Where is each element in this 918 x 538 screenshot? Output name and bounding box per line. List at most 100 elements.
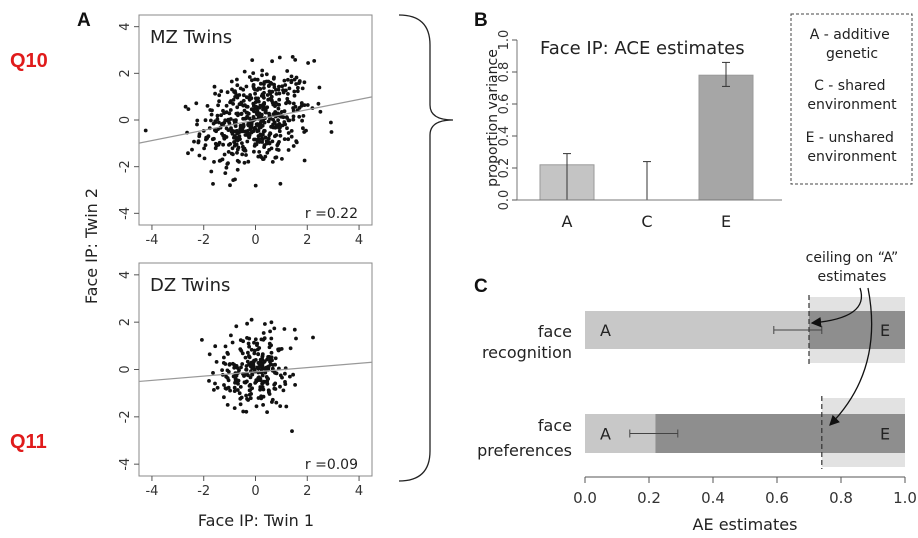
scatter-point (229, 126, 233, 131)
y-tick-label: 0.0 (497, 190, 512, 211)
scatter-point (195, 118, 200, 123)
scatter-point (256, 376, 261, 380)
scatter-point (231, 102, 236, 106)
scatter-point (278, 373, 283, 378)
scatter-point (212, 84, 217, 89)
scatter-point (226, 385, 231, 390)
x-category-label: C (641, 212, 652, 231)
scatter-point (248, 93, 253, 97)
scatter-point (235, 365, 240, 370)
scatter-point (258, 357, 263, 362)
scatter-point (240, 152, 245, 157)
scatter-point (261, 102, 266, 107)
legend-box (790, 13, 913, 185)
scatter-point (247, 354, 251, 358)
scatter-point (194, 101, 199, 106)
scatter-point (251, 115, 256, 119)
scatter-point (213, 120, 218, 125)
scatter-point (245, 321, 250, 326)
scatter-point (232, 365, 237, 370)
scatter-point (265, 410, 269, 414)
scatter-point (232, 385, 237, 390)
scatter-point (276, 118, 280, 123)
scatter-point (282, 137, 287, 142)
y-tick-label: 2 (118, 69, 133, 77)
scatter-point (261, 331, 266, 335)
scatter-point (218, 158, 223, 163)
scatter-point (253, 337, 258, 342)
scatter-point (270, 59, 274, 64)
scatter-point (247, 388, 252, 393)
scatter-point (301, 114, 306, 118)
x-tick-label: 4 (355, 484, 363, 499)
scatter-point (273, 110, 277, 114)
scatter-point (277, 97, 282, 102)
scatter-point (277, 55, 282, 60)
scatter-point (232, 389, 237, 393)
scatter-point (219, 113, 224, 118)
scatter-point (210, 108, 214, 113)
scatter-point (278, 181, 283, 186)
scatter-point (260, 140, 264, 144)
scatter-point (260, 355, 265, 359)
scatter-point (250, 372, 255, 377)
scatter-point (316, 101, 321, 106)
x-tick-label: 0.0 (573, 489, 597, 507)
segment-e-label: E (880, 321, 890, 340)
scatter-point (230, 146, 235, 151)
scatter-point (293, 104, 298, 109)
scatter-point (276, 148, 281, 152)
scatter-point (248, 382, 253, 387)
scatter-point (271, 363, 275, 367)
y-tick-label: 1.0 (497, 30, 512, 51)
scatter-point (258, 387, 262, 392)
mz-points (143, 55, 334, 188)
scatter-point (285, 126, 289, 131)
scatter-point (286, 137, 291, 142)
row-label: preferences (477, 441, 572, 460)
scatter-point (277, 84, 281, 89)
y-tick-label: 0.2 (497, 158, 512, 179)
scatter-point (269, 350, 274, 355)
scatter-point (256, 96, 260, 101)
scatter-point (267, 341, 272, 346)
scatter-point (261, 107, 265, 112)
scatter-point (273, 356, 278, 361)
scatter-point (266, 119, 271, 124)
scatter-point (223, 386, 228, 391)
scatter-point (274, 155, 279, 160)
scatter-point (229, 333, 233, 338)
mz-r-value: r =0.22 (305, 206, 358, 222)
scatter-point (301, 126, 305, 131)
scatter-point (246, 350, 250, 355)
x-tick-label: 4 (355, 233, 363, 248)
scatter-point (286, 118, 291, 123)
scatter-point (200, 338, 204, 342)
scatter-point (223, 171, 228, 176)
scatter-point (195, 122, 199, 127)
scatter-point (290, 55, 295, 59)
scatter-point (260, 352, 265, 356)
scatter-point (294, 336, 298, 341)
scatter-point (231, 374, 236, 379)
scatter-point (302, 103, 307, 107)
scatter-point (256, 352, 261, 357)
ae-x-axis-label: AE estimates (693, 515, 798, 534)
scatter-point (238, 385, 243, 389)
scatter-point (283, 83, 288, 87)
scatter-point (211, 371, 215, 375)
scatter-point (291, 101, 296, 106)
scatter-point (264, 72, 269, 77)
scatter-point (253, 358, 258, 362)
scatter-point (197, 153, 202, 158)
scatter-point (253, 91, 257, 96)
scatter-point (265, 150, 270, 155)
scatter-point (249, 392, 254, 396)
scatter-point (267, 111, 271, 116)
scatter-point (302, 80, 307, 85)
scatter-point (287, 86, 292, 91)
scatter-point (244, 104, 249, 109)
scatter-point (220, 368, 225, 372)
scatter-point (235, 77, 239, 82)
scatter-point (244, 84, 249, 89)
